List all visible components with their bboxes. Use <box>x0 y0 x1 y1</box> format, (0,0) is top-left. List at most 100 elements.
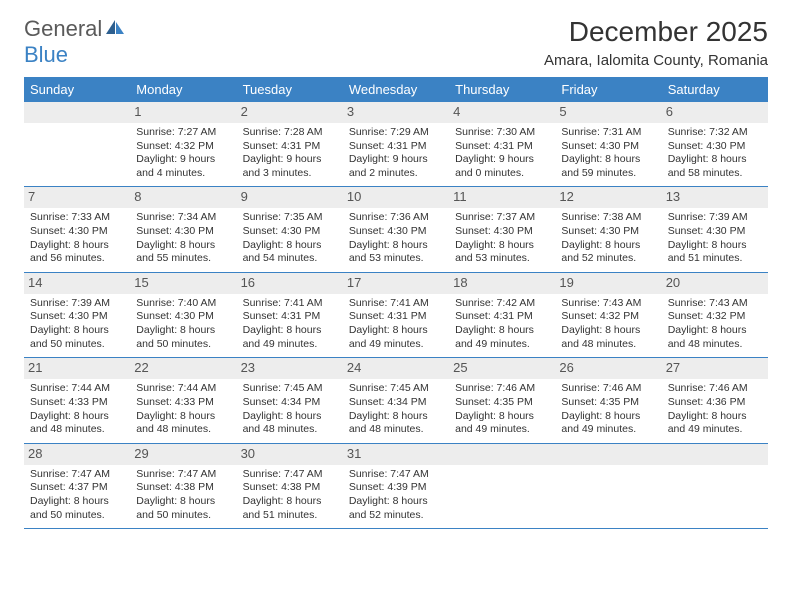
calendar-day-cell: 30Sunrise: 7:47 AMSunset: 4:38 PMDayligh… <box>237 443 343 528</box>
calendar-day-cell: 29Sunrise: 7:47 AMSunset: 4:38 PMDayligh… <box>130 443 236 528</box>
daylight-text: Daylight: 8 hours <box>136 239 230 253</box>
daylight-text: and 50 minutes. <box>136 338 230 352</box>
daylight-text: Daylight: 8 hours <box>455 239 549 253</box>
sunrise-text: Sunrise: 7:31 AM <box>561 126 655 140</box>
daylight-text: Daylight: 8 hours <box>455 410 549 424</box>
daylight-text: Daylight: 8 hours <box>243 324 337 338</box>
logo-blue: Blue <box>24 42 68 67</box>
daylight-text: and 0 minutes. <box>455 167 549 181</box>
daylight-text: Daylight: 8 hours <box>668 153 762 167</box>
sunrise-text: Sunrise: 7:36 AM <box>349 211 443 225</box>
day-number: 27 <box>662 358 768 379</box>
title-block: December 2025 Amara, Ialomita County, Ro… <box>544 16 768 69</box>
calendar-day-cell: 16Sunrise: 7:41 AMSunset: 4:31 PMDayligh… <box>237 272 343 357</box>
calendar-day-cell: 21Sunrise: 7:44 AMSunset: 4:33 PMDayligh… <box>24 358 130 443</box>
sunset-text: Sunset: 4:30 PM <box>668 225 762 239</box>
calendar-day-cell: 9Sunrise: 7:35 AMSunset: 4:30 PMDaylight… <box>237 187 343 272</box>
day-number: 5 <box>555 102 661 123</box>
daylight-text: and 2 minutes. <box>349 167 443 181</box>
sunset-text: Sunset: 4:30 PM <box>561 140 655 154</box>
sunset-text: Sunset: 4:30 PM <box>136 310 230 324</box>
calendar-day-cell <box>555 443 661 528</box>
daylight-text: and 49 minutes. <box>455 423 549 437</box>
day-number: 18 <box>449 273 555 294</box>
daylight-text: Daylight: 8 hours <box>561 153 655 167</box>
daylight-text: Daylight: 8 hours <box>349 495 443 509</box>
sunrise-text: Sunrise: 7:30 AM <box>455 126 549 140</box>
sunrise-text: Sunrise: 7:44 AM <box>30 382 124 396</box>
daylight-text: Daylight: 9 hours <box>349 153 443 167</box>
calendar-day-cell: 6Sunrise: 7:32 AMSunset: 4:30 PMDaylight… <box>662 102 768 187</box>
logo-text: General Blue <box>24 16 126 68</box>
calendar-day-cell: 27Sunrise: 7:46 AMSunset: 4:36 PMDayligh… <box>662 358 768 443</box>
day-number: 4 <box>449 102 555 123</box>
day-number-empty <box>24 102 130 123</box>
sunrise-text: Sunrise: 7:47 AM <box>349 468 443 482</box>
sunset-text: Sunset: 4:30 PM <box>30 225 124 239</box>
calendar-day-cell: 3Sunrise: 7:29 AMSunset: 4:31 PMDaylight… <box>343 102 449 187</box>
day-number: 11 <box>449 187 555 208</box>
sunset-text: Sunset: 4:37 PM <box>30 481 124 495</box>
sunrise-text: Sunrise: 7:38 AM <box>561 211 655 225</box>
daylight-text: Daylight: 8 hours <box>136 410 230 424</box>
sunset-text: Sunset: 4:30 PM <box>561 225 655 239</box>
calendar-day-cell: 15Sunrise: 7:40 AMSunset: 4:30 PMDayligh… <box>130 272 236 357</box>
day-number: 25 <box>449 358 555 379</box>
sunset-text: Sunset: 4:31 PM <box>243 310 337 324</box>
calendar-day-cell: 2Sunrise: 7:28 AMSunset: 4:31 PMDaylight… <box>237 102 343 187</box>
daylight-text: and 55 minutes. <box>136 252 230 266</box>
daylight-text: Daylight: 8 hours <box>668 239 762 253</box>
calendar-day-cell: 19Sunrise: 7:43 AMSunset: 4:32 PMDayligh… <box>555 272 661 357</box>
sunset-text: Sunset: 4:39 PM <box>349 481 443 495</box>
calendar-day-cell <box>24 102 130 187</box>
daylight-text: and 49 minutes. <box>349 338 443 352</box>
sunrise-text: Sunrise: 7:32 AM <box>668 126 762 140</box>
calendar-day-cell: 4Sunrise: 7:30 AMSunset: 4:31 PMDaylight… <box>449 102 555 187</box>
sunrise-text: Sunrise: 7:46 AM <box>455 382 549 396</box>
daylight-text: and 49 minutes. <box>243 338 337 352</box>
sunrise-text: Sunrise: 7:37 AM <box>455 211 549 225</box>
sunrise-text: Sunrise: 7:27 AM <box>136 126 230 140</box>
sunset-text: Sunset: 4:36 PM <box>668 396 762 410</box>
daylight-text: and 51 minutes. <box>243 509 337 523</box>
day-number: 13 <box>662 187 768 208</box>
sunrise-text: Sunrise: 7:39 AM <box>30 297 124 311</box>
sunrise-text: Sunrise: 7:28 AM <box>243 126 337 140</box>
sunrise-text: Sunrise: 7:47 AM <box>136 468 230 482</box>
sunrise-text: Sunrise: 7:35 AM <box>243 211 337 225</box>
day-number: 7 <box>24 187 130 208</box>
daylight-text: Daylight: 9 hours <box>243 153 337 167</box>
daylight-text: Daylight: 8 hours <box>668 324 762 338</box>
sunrise-text: Sunrise: 7:44 AM <box>136 382 230 396</box>
sunrise-text: Sunrise: 7:40 AM <box>136 297 230 311</box>
calendar-week-row: 7Sunrise: 7:33 AMSunset: 4:30 PMDaylight… <box>24 187 768 272</box>
daylight-text: and 51 minutes. <box>668 252 762 266</box>
daylight-text: Daylight: 8 hours <box>349 410 443 424</box>
header: General Blue December 2025 Amara, Ialomi… <box>24 16 768 69</box>
daylight-text: and 53 minutes. <box>349 252 443 266</box>
daylight-text: Daylight: 8 hours <box>561 324 655 338</box>
daylight-text: Daylight: 8 hours <box>455 324 549 338</box>
weekday-header: Tuesday <box>237 77 343 102</box>
sunset-text: Sunset: 4:30 PM <box>455 225 549 239</box>
calendar-day-cell: 17Sunrise: 7:41 AMSunset: 4:31 PMDayligh… <box>343 272 449 357</box>
sunrise-text: Sunrise: 7:47 AM <box>30 468 124 482</box>
sunset-text: Sunset: 4:33 PM <box>30 396 124 410</box>
sunset-text: Sunset: 4:34 PM <box>243 396 337 410</box>
daylight-text: and 56 minutes. <box>30 252 124 266</box>
day-number: 29 <box>130 444 236 465</box>
daylight-text: and 53 minutes. <box>455 252 549 266</box>
logo-general: General <box>24 16 102 41</box>
daylight-text: and 54 minutes. <box>243 252 337 266</box>
calendar-day-cell: 1Sunrise: 7:27 AMSunset: 4:32 PMDaylight… <box>130 102 236 187</box>
day-number: 1 <box>130 102 236 123</box>
calendar-day-cell: 8Sunrise: 7:34 AMSunset: 4:30 PMDaylight… <box>130 187 236 272</box>
sunrise-text: Sunrise: 7:41 AM <box>349 297 443 311</box>
daylight-text: Daylight: 8 hours <box>349 239 443 253</box>
sunset-text: Sunset: 4:30 PM <box>668 140 762 154</box>
sunset-text: Sunset: 4:32 PM <box>561 310 655 324</box>
sunrise-text: Sunrise: 7:43 AM <box>668 297 762 311</box>
sunset-text: Sunset: 4:31 PM <box>243 140 337 154</box>
weekday-header: Thursday <box>449 77 555 102</box>
sunset-text: Sunset: 4:31 PM <box>349 310 443 324</box>
